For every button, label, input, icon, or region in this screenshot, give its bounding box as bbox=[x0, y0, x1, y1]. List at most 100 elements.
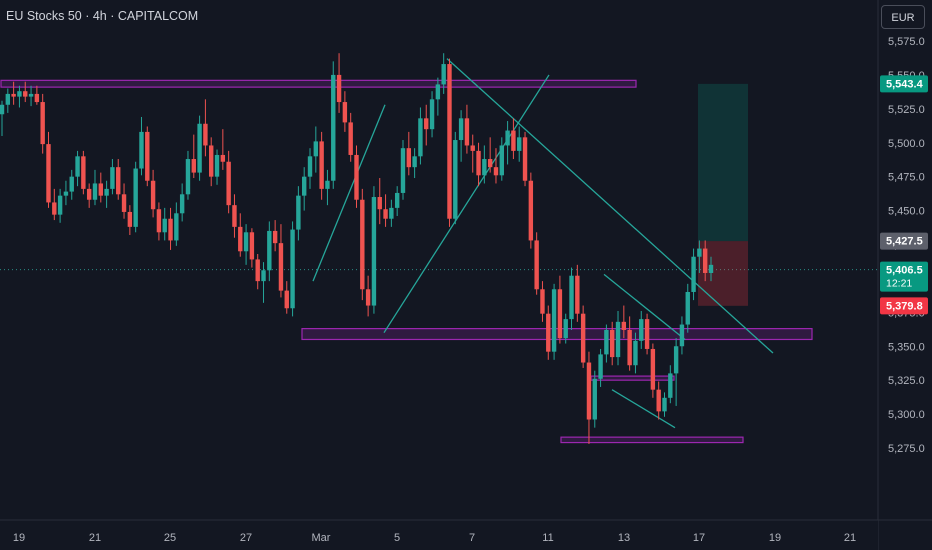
price-tick-label: 5,275.0 bbox=[888, 443, 925, 455]
time-tick-label: 19 bbox=[769, 532, 781, 544]
candle-body bbox=[214, 154, 220, 177]
candle-body bbox=[540, 289, 545, 314]
candle-body bbox=[569, 275, 574, 320]
candle-body bbox=[360, 199, 365, 290]
candle-body bbox=[197, 123, 202, 173]
price-tick-label: 5,350.0 bbox=[888, 341, 925, 353]
candle-body bbox=[301, 176, 307, 196]
candle-body bbox=[121, 194, 127, 212]
candle-body bbox=[418, 118, 423, 157]
candle-body bbox=[23, 91, 28, 97]
candle-body bbox=[40, 102, 45, 145]
candle-body bbox=[34, 93, 40, 103]
candle-body bbox=[354, 154, 359, 200]
candle-body bbox=[563, 319, 568, 339]
candle-body bbox=[610, 329, 615, 358]
candle-body bbox=[383, 209, 388, 219]
candle-body bbox=[389, 207, 394, 219]
candle-body bbox=[394, 192, 400, 208]
candle-body bbox=[17, 91, 22, 97]
candle-body bbox=[476, 150, 481, 176]
candle-body bbox=[104, 188, 109, 196]
candle-body bbox=[185, 159, 191, 195]
candle-body bbox=[505, 130, 510, 146]
candle-body bbox=[470, 145, 475, 151]
candle-body bbox=[69, 176, 74, 192]
candle-body bbox=[377, 197, 382, 210]
candle-body bbox=[57, 195, 63, 215]
candle-body bbox=[110, 167, 115, 189]
time-tick-label: 7 bbox=[469, 532, 475, 544]
candle-body bbox=[127, 211, 133, 227]
candle-body bbox=[336, 74, 342, 103]
candle-body bbox=[28, 93, 34, 97]
price-tick-label: 5,525.0 bbox=[888, 104, 925, 116]
chart-title: EU Stocks 50 · 4h · CAPITALCOM bbox=[6, 9, 199, 23]
candle-body bbox=[11, 93, 16, 97]
time-tick-label: 19 bbox=[13, 532, 25, 544]
time-tick-label: 27 bbox=[240, 532, 252, 544]
candle-body bbox=[598, 354, 603, 379]
candlesticks bbox=[0, 53, 714, 444]
candle-body bbox=[557, 289, 563, 339]
candle-body bbox=[633, 340, 638, 366]
candle-body bbox=[81, 156, 86, 189]
candle-body bbox=[487, 159, 493, 168]
candle-body bbox=[429, 99, 435, 130]
candle-body bbox=[272, 230, 278, 244]
candle-body bbox=[156, 209, 162, 233]
candle-body bbox=[586, 362, 592, 420]
candle-body bbox=[261, 270, 266, 282]
candle-body bbox=[319, 141, 324, 189]
candle-body bbox=[0, 104, 5, 115]
candle-body bbox=[243, 232, 249, 252]
candle-body bbox=[145, 131, 150, 181]
candle-body bbox=[209, 145, 214, 177]
candle-body bbox=[615, 321, 621, 358]
candle-body bbox=[522, 137, 528, 181]
candle-body bbox=[220, 154, 226, 162]
time-tick-label: Mar bbox=[312, 532, 331, 544]
candle-body bbox=[528, 180, 534, 241]
candle-body bbox=[702, 248, 708, 273]
horizontal-zone bbox=[560, 436, 744, 444]
price-tick-label: 5,500.0 bbox=[888, 138, 925, 150]
time-tick-label: 25 bbox=[164, 532, 176, 544]
candle-body bbox=[511, 130, 516, 151]
candle-body bbox=[249, 232, 255, 260]
price-label-box bbox=[880, 75, 928, 93]
candle-body bbox=[52, 202, 57, 215]
candle-body bbox=[447, 64, 452, 219]
candle-body bbox=[5, 93, 11, 105]
candle-body bbox=[342, 102, 348, 123]
trendline bbox=[603, 273, 686, 340]
candle-body bbox=[150, 180, 156, 210]
price-scale[interactable]: 5,575.05,550.05,525.05,500.05,475.05,450… bbox=[877, 0, 932, 550]
countdown-label: 12:21 bbox=[886, 278, 912, 290]
price-tick-label: 5,300.0 bbox=[888, 409, 925, 421]
time-scale[interactable]: 19 21 25 27 Mar 5 7 11 13 17 19 21 bbox=[0, 519, 932, 550]
candle-body bbox=[348, 122, 353, 155]
price-tick-label: 5,325.0 bbox=[888, 375, 925, 387]
candle-body bbox=[534, 240, 539, 290]
time-tick-label: 17 bbox=[693, 532, 705, 544]
candle-body bbox=[551, 289, 557, 352]
candle-body bbox=[278, 243, 284, 291]
candle-body bbox=[668, 373, 673, 398]
currency-button[interactable]: EUR bbox=[881, 5, 925, 29]
time-scale-bg bbox=[0, 520, 878, 550]
candle-body bbox=[86, 188, 92, 200]
target-zone bbox=[698, 83, 748, 242]
candle-body bbox=[313, 141, 319, 157]
time-tick-label: 5 bbox=[394, 532, 400, 544]
candle-body bbox=[406, 148, 412, 168]
candle-body bbox=[458, 118, 464, 141]
candle-body bbox=[708, 264, 714, 273]
price-tick-label: 5,575.0 bbox=[888, 36, 925, 48]
price-tick-label: 5,475.0 bbox=[888, 172, 925, 184]
candle-body bbox=[365, 289, 371, 306]
time-tick-label: 11 bbox=[542, 532, 553, 544]
candle-body bbox=[679, 324, 685, 347]
